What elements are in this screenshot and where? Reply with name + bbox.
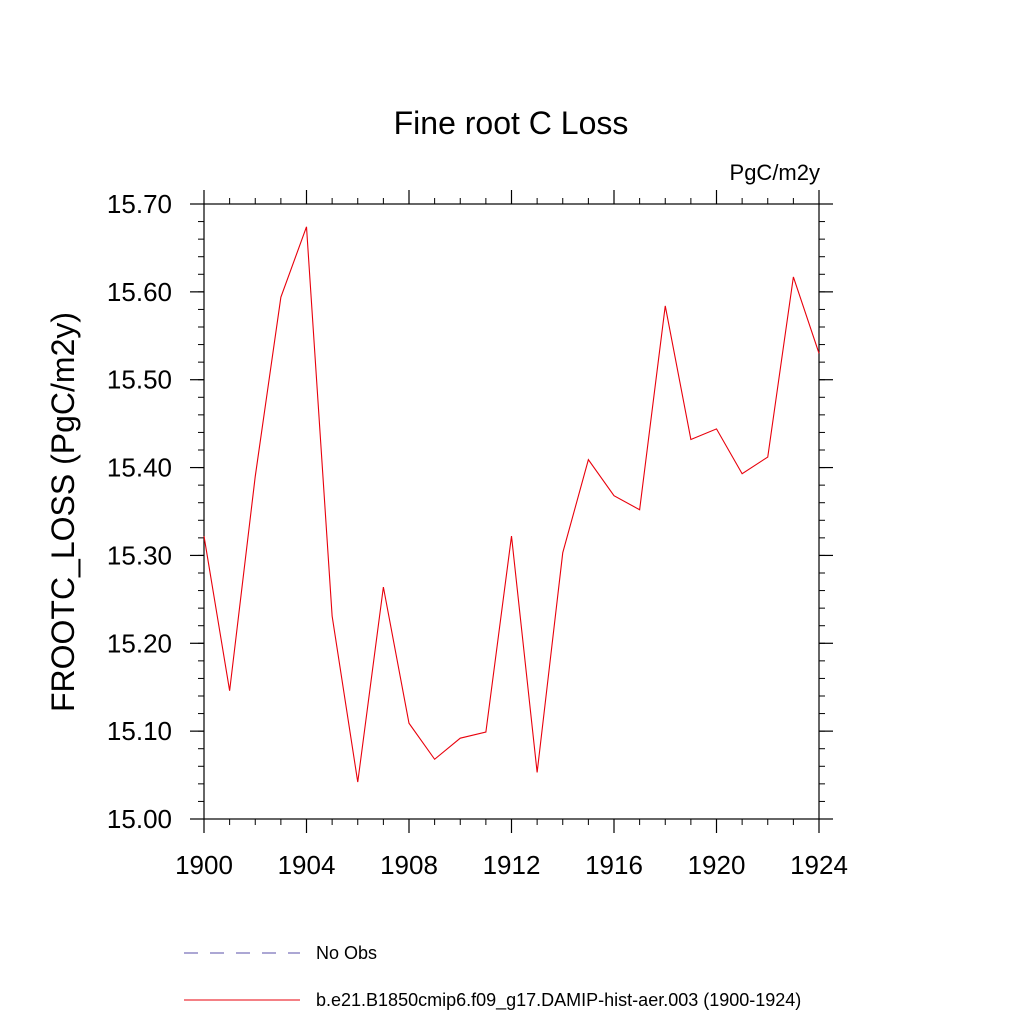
x-tick-label: 1904 (278, 850, 336, 880)
y-tick-label: 15.30 (107, 540, 172, 570)
legend-label-model: b.e21.B1850cmip6.f09_g17.DAMIP-hist-aer.… (316, 990, 801, 1011)
x-tick-label: 1924 (790, 850, 848, 880)
y-tick-label: 15.60 (107, 277, 172, 307)
x-axis-ticks: 1900 1904 1908 1912 1916 1920 1924 (175, 190, 848, 880)
x-tick-label: 1920 (688, 850, 746, 880)
plot-frame (203, 203, 820, 820)
x-tick-label: 1908 (380, 850, 438, 880)
x-tick-label: 1900 (175, 850, 233, 880)
y-tick-label: 15.20 (107, 628, 172, 658)
legend-label-no-obs: No Obs (316, 943, 377, 963)
chart-title: Fine root C Loss (394, 105, 629, 141)
series-layer (203, 226, 820, 783)
x-tick-label: 1912 (483, 850, 541, 880)
y-axis-ticks: 15.00 15.10 15.20 15.30 15.40 15.50 15.60 15.70 (107, 189, 833, 834)
y-tick-label: 15.10 (107, 716, 172, 746)
units-label: PgC/m2y (730, 160, 820, 185)
x-tick-label: 1916 (585, 850, 643, 880)
y-tick-label: 15.50 (107, 365, 172, 395)
y-tick-label: 15.70 (107, 189, 172, 219)
series-line-0 (203, 226, 820, 783)
y-axis-label: FROOTC_LOSS (PgC/m2y) (45, 312, 81, 712)
y-tick-label: 15.00 (107, 804, 172, 834)
legend: No Obs b.e21.B1850cmip6.f09_g17.DAMIP-hi… (184, 943, 801, 1011)
y-tick-label: 15.40 (107, 453, 172, 483)
